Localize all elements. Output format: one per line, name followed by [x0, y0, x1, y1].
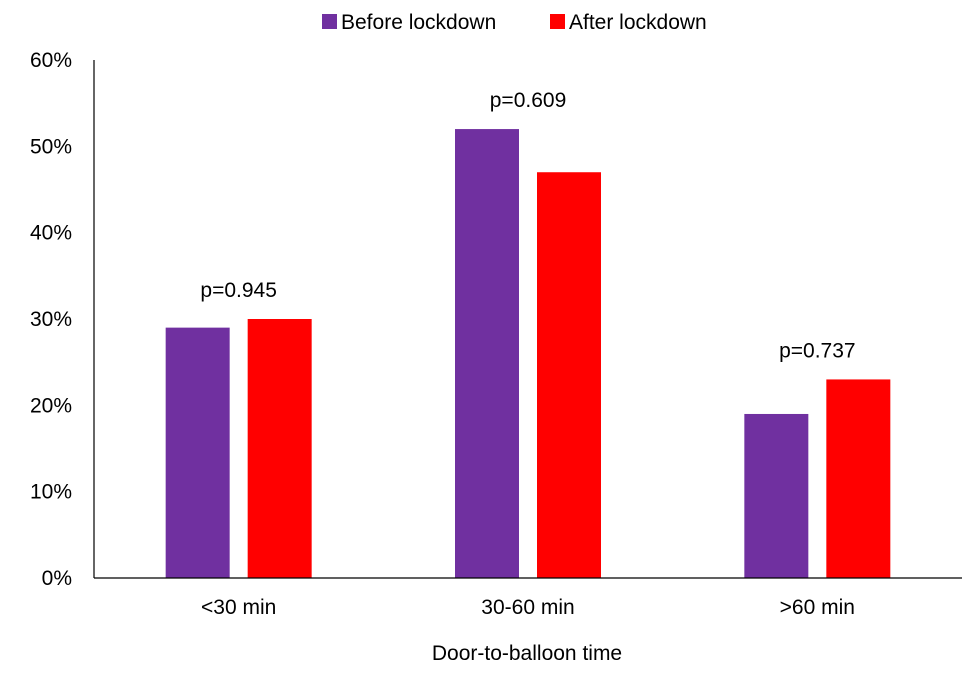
y-tick-label: 10% — [30, 481, 72, 504]
y-tick-label: 30% — [30, 308, 72, 331]
bar — [826, 379, 891, 578]
bar — [247, 319, 312, 578]
legend: Before lockdown After lockdown — [322, 11, 707, 34]
legend-label: After lockdown — [569, 11, 707, 34]
p-value-label: p=0.945 — [200, 279, 277, 302]
legend-label: Before lockdown — [341, 11, 496, 34]
p-value-label: p=0.609 — [490, 89, 567, 112]
bars — [165, 129, 891, 579]
y-axis: 0% 10% 20% 30% 40% 50% 60% — [30, 49, 95, 590]
annotations: p=0.945 p=0.609 p=0.737 — [200, 89, 855, 362]
bar — [537, 172, 601, 578]
y-tick-label: 20% — [30, 394, 72, 417]
y-tick-label: 50% — [30, 135, 72, 158]
y-tick-label: 0% — [42, 567, 72, 590]
legend-swatch — [550, 14, 565, 29]
x-axis: <30 min 30-60 min >60 min — [94, 577, 962, 619]
bar — [744, 413, 809, 578]
x-tick-label: >60 min — [780, 596, 855, 619]
bar — [165, 327, 230, 578]
x-axis-title: Door-to-balloon time — [432, 642, 622, 665]
y-tick-label: 40% — [30, 222, 72, 245]
legend-swatch — [322, 14, 337, 29]
x-tick-label: 30-60 min — [481, 596, 574, 619]
y-tick-label: 60% — [30, 49, 72, 72]
bar — [455, 129, 519, 579]
x-tick-label: <30 min — [201, 596, 276, 619]
p-value-label: p=0.737 — [779, 339, 856, 362]
